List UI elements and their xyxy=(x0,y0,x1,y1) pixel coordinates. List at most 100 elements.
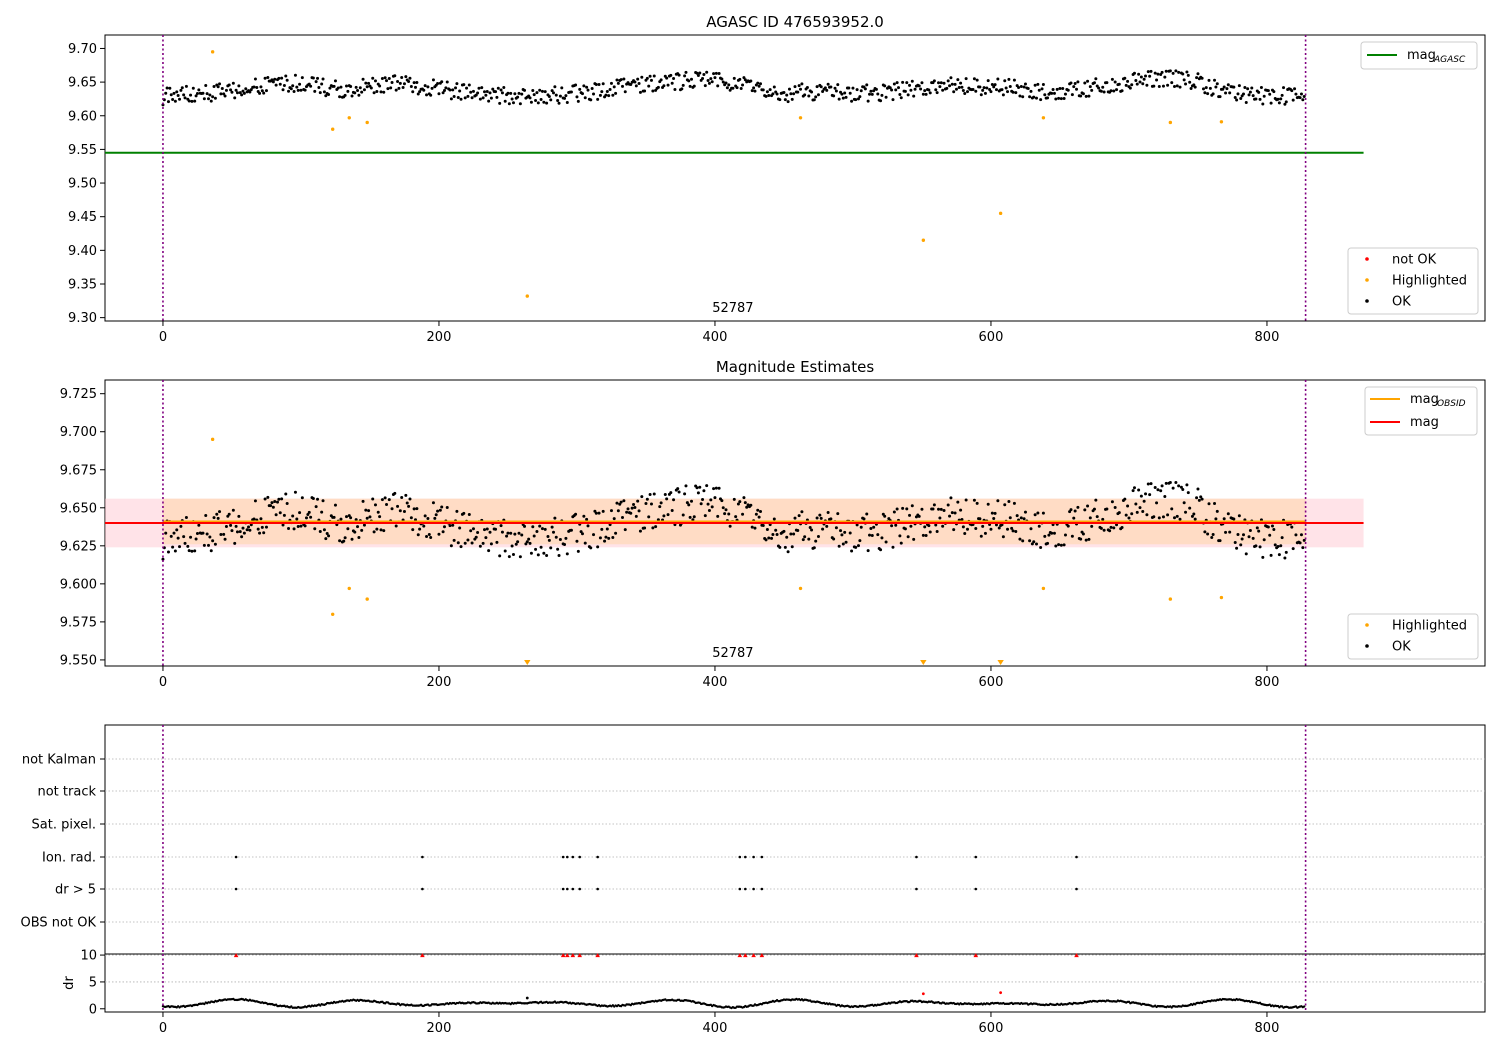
ok-point xyxy=(937,81,941,85)
ok-point xyxy=(589,98,593,102)
ok-point xyxy=(183,96,187,100)
ok-point xyxy=(271,505,275,509)
ok-point xyxy=(986,502,990,506)
ok-point xyxy=(966,90,969,94)
ok-point xyxy=(974,89,978,93)
ok-point xyxy=(356,88,360,92)
ok-point xyxy=(979,93,983,97)
ok-point xyxy=(1279,97,1283,101)
ok-point xyxy=(994,88,998,92)
ok-point xyxy=(320,82,324,86)
ok-point xyxy=(855,523,859,527)
ok-point xyxy=(892,82,896,86)
ok-point xyxy=(629,511,633,515)
ok-point xyxy=(425,535,429,539)
ok-point xyxy=(1113,80,1117,84)
ok-point xyxy=(1028,539,1032,543)
ok-point xyxy=(321,77,325,81)
ok-point xyxy=(590,87,594,91)
ok-point xyxy=(575,95,579,99)
axes-frame xyxy=(104,34,1486,322)
ok-point xyxy=(213,542,217,546)
ok-point xyxy=(237,84,241,88)
ok-point xyxy=(939,81,943,85)
flags-panel: not Kalman not track Sat. pixel. Ion. rad. d… xyxy=(21,724,1486,955)
ok-point xyxy=(785,93,789,97)
ok-point xyxy=(716,514,720,518)
ok-point xyxy=(1012,78,1016,82)
ok-point xyxy=(1268,92,1272,96)
ok-point xyxy=(574,512,578,516)
ok-point xyxy=(785,535,789,539)
ok-point xyxy=(293,73,297,77)
ok-point xyxy=(307,510,311,514)
ok-point xyxy=(259,85,263,89)
ok-point xyxy=(768,88,772,92)
ok-point xyxy=(350,94,354,98)
ok-point xyxy=(462,83,466,87)
ok-point xyxy=(836,83,840,87)
ok-point xyxy=(1192,83,1196,87)
ok-point xyxy=(1291,547,1295,551)
ok-point xyxy=(891,98,895,102)
ok-point xyxy=(529,551,533,555)
ok-point xyxy=(369,86,373,90)
ok-point xyxy=(506,531,510,535)
ok-point xyxy=(317,86,321,90)
ok-point xyxy=(169,534,173,538)
ok-point xyxy=(792,532,796,536)
ok-point xyxy=(800,82,804,86)
ok-point xyxy=(295,85,299,89)
ok-point xyxy=(542,551,546,555)
ok-point xyxy=(1094,77,1098,81)
ok-point xyxy=(1298,96,1302,100)
ok-point xyxy=(241,526,245,530)
ok-point xyxy=(1028,95,1032,99)
ok-point xyxy=(574,83,578,87)
ok-point xyxy=(1159,73,1163,77)
ok-point xyxy=(429,536,433,540)
ok-point xyxy=(184,84,188,88)
ok-point xyxy=(513,532,517,536)
ok-point xyxy=(345,515,348,519)
ok-point xyxy=(313,89,317,93)
y-tick-label: 9.575 xyxy=(60,615,97,630)
ok-point xyxy=(1141,510,1145,514)
ok-point xyxy=(950,511,954,515)
ok-point xyxy=(975,501,979,505)
ok-point xyxy=(632,502,636,506)
ok-point xyxy=(296,88,300,92)
ok-point xyxy=(1163,494,1167,498)
ok-point xyxy=(454,86,458,90)
ok-point xyxy=(481,541,485,545)
ok-point xyxy=(173,99,177,103)
ok-point xyxy=(1214,85,1218,89)
ok-point xyxy=(462,511,466,515)
ok-point xyxy=(240,93,244,97)
ok-point xyxy=(282,83,286,87)
ok-point xyxy=(1010,526,1014,530)
ok-point xyxy=(815,516,819,520)
ok-point xyxy=(373,503,377,507)
ok-point xyxy=(218,510,222,514)
ok-point xyxy=(910,504,914,508)
ok-point xyxy=(1240,537,1244,541)
ok-point xyxy=(1270,524,1274,528)
ok-point xyxy=(745,505,749,509)
ok-point xyxy=(578,87,582,91)
ok-point xyxy=(1182,78,1186,82)
ok-point xyxy=(367,81,371,85)
ok-point xyxy=(231,508,235,512)
ok-point xyxy=(1228,91,1232,95)
ok-point xyxy=(604,93,608,97)
ok-point xyxy=(705,70,709,74)
ok-point xyxy=(750,525,754,529)
ok-point xyxy=(516,95,520,99)
ok-point xyxy=(564,536,568,540)
ok-point xyxy=(989,90,993,94)
ok-point xyxy=(389,86,393,90)
ok-point xyxy=(1177,70,1181,74)
flag-point xyxy=(566,855,569,859)
ok-point xyxy=(260,525,264,529)
ok-point xyxy=(242,531,246,535)
